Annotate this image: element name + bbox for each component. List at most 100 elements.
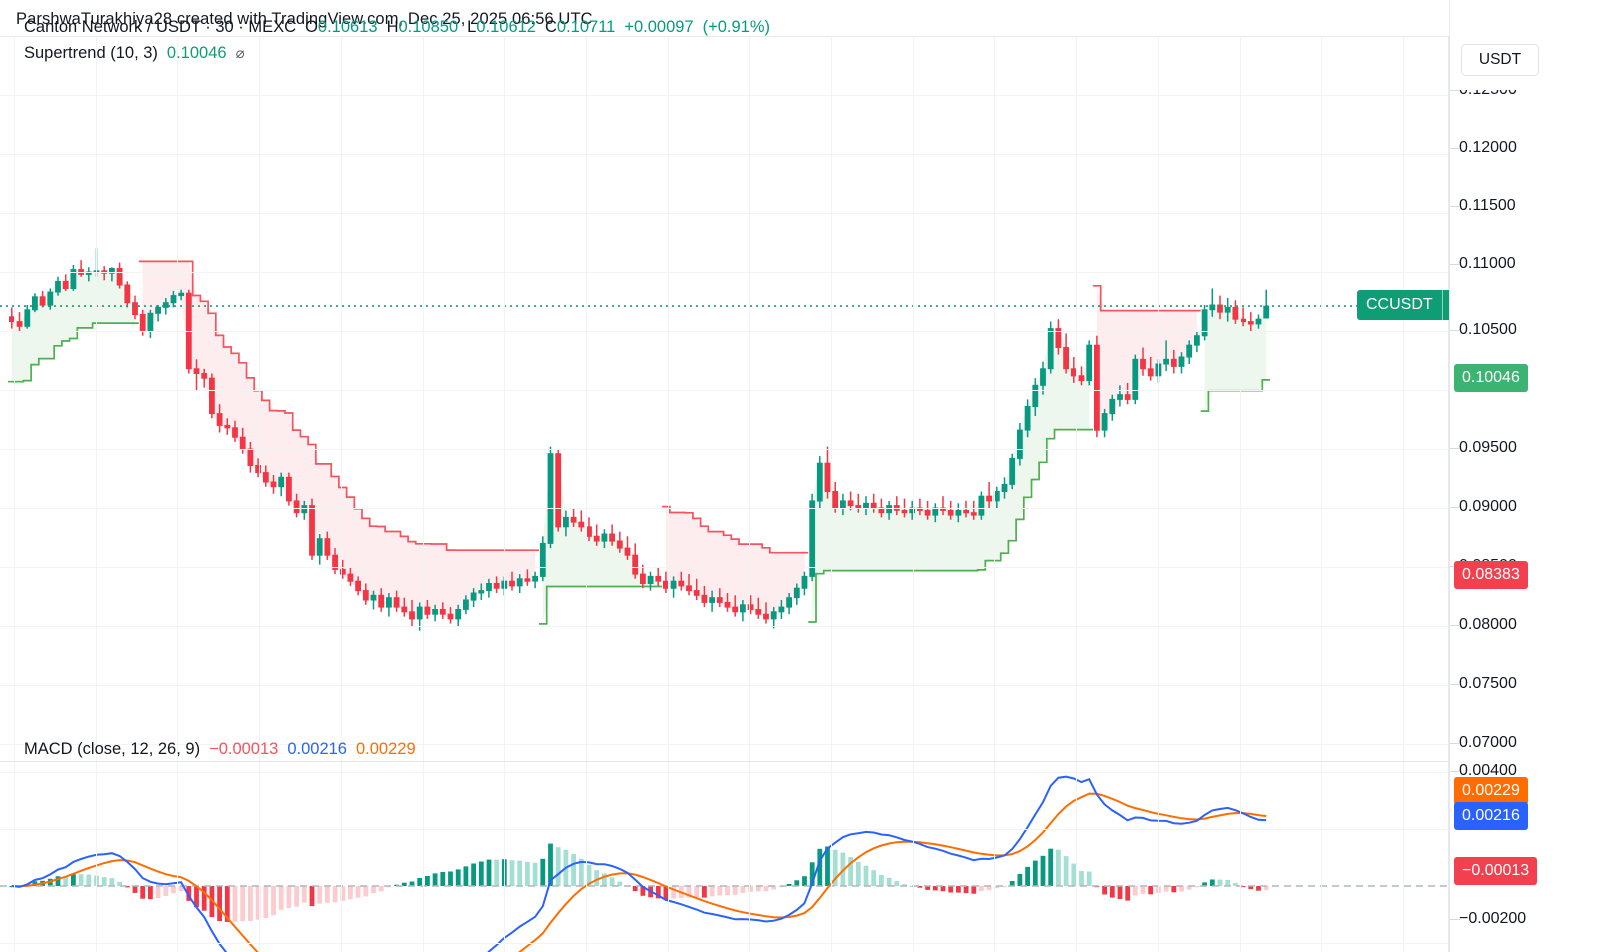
macd-histogram-bar — [1217, 879, 1223, 886]
candle-body — [209, 377, 215, 415]
macd-histogram-bar — [1109, 886, 1115, 898]
candle-body — [970, 512, 977, 516]
macd-histogram-bar — [371, 886, 376, 894]
macd-histogram-bar — [1163, 886, 1169, 892]
grid-vline — [749, 37, 750, 952]
macd-histogram-bar — [1071, 863, 1077, 886]
supertrend-band — [1096, 285, 1197, 431]
macd-histogram-bar — [1040, 855, 1046, 886]
price-axis-tick — [1450, 206, 1460, 207]
pane-divider[interactable] — [0, 761, 1448, 762]
macd-histogram-bar — [1009, 881, 1015, 886]
legend-symbol[interactable]: Canton Network / USDT — [24, 18, 201, 36]
candle-body — [670, 580, 677, 589]
macd-histogram-bar — [894, 881, 900, 886]
macd-histogram-bar — [117, 881, 122, 886]
candle-body — [147, 312, 154, 332]
grid-vline — [14, 37, 15, 952]
legend-low-value: 0.10612 — [476, 18, 536, 36]
candle-body — [1001, 483, 1008, 492]
candle-body — [786, 597, 793, 608]
macd-histogram-bar — [1079, 870, 1084, 886]
candle-body — [947, 509, 954, 516]
macd-histogram-bar — [217, 886, 222, 921]
candle-body — [686, 585, 692, 592]
supertrend-lower-badge[interactable]: 0.08383 — [1454, 561, 1528, 589]
macd-histogram-bar — [78, 874, 84, 886]
candle-body — [478, 590, 485, 594]
supertrend-price-badge[interactable]: 0.10046 — [1454, 364, 1528, 392]
macd-histogram-bar — [1186, 886, 1192, 890]
candle-body — [955, 509, 962, 516]
legend-sep-2: · — [233, 18, 249, 36]
macd-histogram-bar — [171, 886, 176, 894]
macd-histogram-bar — [494, 859, 500, 886]
candle-body — [170, 295, 177, 304]
candle-body — [432, 609, 439, 615]
macd-signal-badge[interactable]: 0.00229 — [1454, 777, 1528, 805]
grid-vline — [423, 37, 424, 952]
macd-hist-badge[interactable]: −0.00013 — [1454, 857, 1538, 885]
macd-histogram-bar — [548, 843, 553, 886]
macd-histogram-bar — [317, 886, 323, 904]
candle-body — [62, 280, 69, 289]
macd-histogram-bar — [509, 860, 515, 886]
price-axis-label: 0.12500 — [1459, 81, 1517, 98]
candle-body — [1224, 306, 1231, 313]
hide-indicator-icon[interactable]: ⌀ — [235, 45, 245, 62]
macd-histogram-bar — [178, 886, 184, 891]
candle-body — [132, 302, 138, 316]
supertrend-label[interactable]: Supertrend (10, 3) — [24, 44, 158, 62]
macd-histogram-bar — [417, 878, 423, 886]
grid-vline — [177, 37, 178, 952]
macd-histogram-bar — [140, 886, 146, 899]
grid-hline — [0, 626, 1448, 627]
candle-body — [1255, 318, 1262, 325]
macd-histogram-bar — [571, 853, 576, 886]
candle-body — [732, 606, 739, 613]
candle-body — [1086, 344, 1093, 382]
price-axis-label: 0.11500 — [1459, 197, 1516, 214]
macd-histogram-bar — [1209, 879, 1215, 886]
candle-body — [201, 373, 208, 379]
macd-histogram-bar — [786, 884, 792, 886]
candle-body — [886, 505, 893, 514]
candle-body — [439, 609, 446, 615]
candle-body — [1186, 344, 1193, 358]
grid-vline — [994, 37, 995, 952]
macd-histogram-bar — [278, 886, 284, 910]
chart-legend-macd[interactable]: MACD (close, 12, 26, 9) −0.00013 0.00216 0.… — [24, 736, 416, 762]
macd-histogram-bar — [917, 886, 923, 888]
macd-histogram-bar — [586, 864, 592, 886]
chart-legend-main[interactable]: Canton Network / USDT · 30 · MEXC O0.1061… — [24, 14, 770, 40]
candle-body — [1017, 429, 1023, 459]
candle-body — [378, 594, 385, 608]
price-axis[interactable]: USDT 0.12500 0.12000 0.11500 0.11000 0.10500… — [1449, 0, 1600, 952]
legend-exchange[interactable]: MEXC — [248, 18, 297, 36]
currency-pill[interactable]: USDT — [1461, 44, 1539, 76]
macd-line-badge[interactable]: 0.00216 — [1454, 802, 1528, 830]
legend-high-label: H — [386, 18, 399, 36]
candle-body — [778, 606, 785, 613]
legend-interval[interactable]: 30 — [215, 18, 234, 36]
candle-body — [532, 575, 539, 582]
macd-histogram-bar — [471, 863, 476, 886]
macd-histogram-bar — [1256, 886, 1261, 891]
macd-histogram-bar — [86, 874, 92, 886]
macd-histogram-bar — [325, 886, 330, 903]
macd-histogram-bar — [1017, 874, 1023, 886]
macd-histogram-bar — [902, 884, 907, 886]
chart-legend-supertrend[interactable]: Supertrend (10, 3) 0.10046 ⌀ — [24, 40, 245, 67]
macd-histogram-bar — [771, 886, 777, 890]
price-axis-label: 0.11000 — [1459, 255, 1516, 272]
candle-body — [486, 583, 492, 592]
macd-histogram-bar — [1086, 871, 1092, 886]
chart-plot-area[interactable] — [0, 36, 1449, 952]
macd-label[interactable]: MACD (close, 12, 26, 9) — [24, 740, 201, 758]
macd-histogram-bar — [609, 877, 615, 886]
candle-body — [740, 604, 746, 613]
candle-body — [1132, 358, 1139, 400]
legend-high-value: 0.10850 — [398, 18, 459, 36]
macd-histogram-bar — [1263, 886, 1269, 891]
macd-histogram-bar — [725, 886, 730, 896]
